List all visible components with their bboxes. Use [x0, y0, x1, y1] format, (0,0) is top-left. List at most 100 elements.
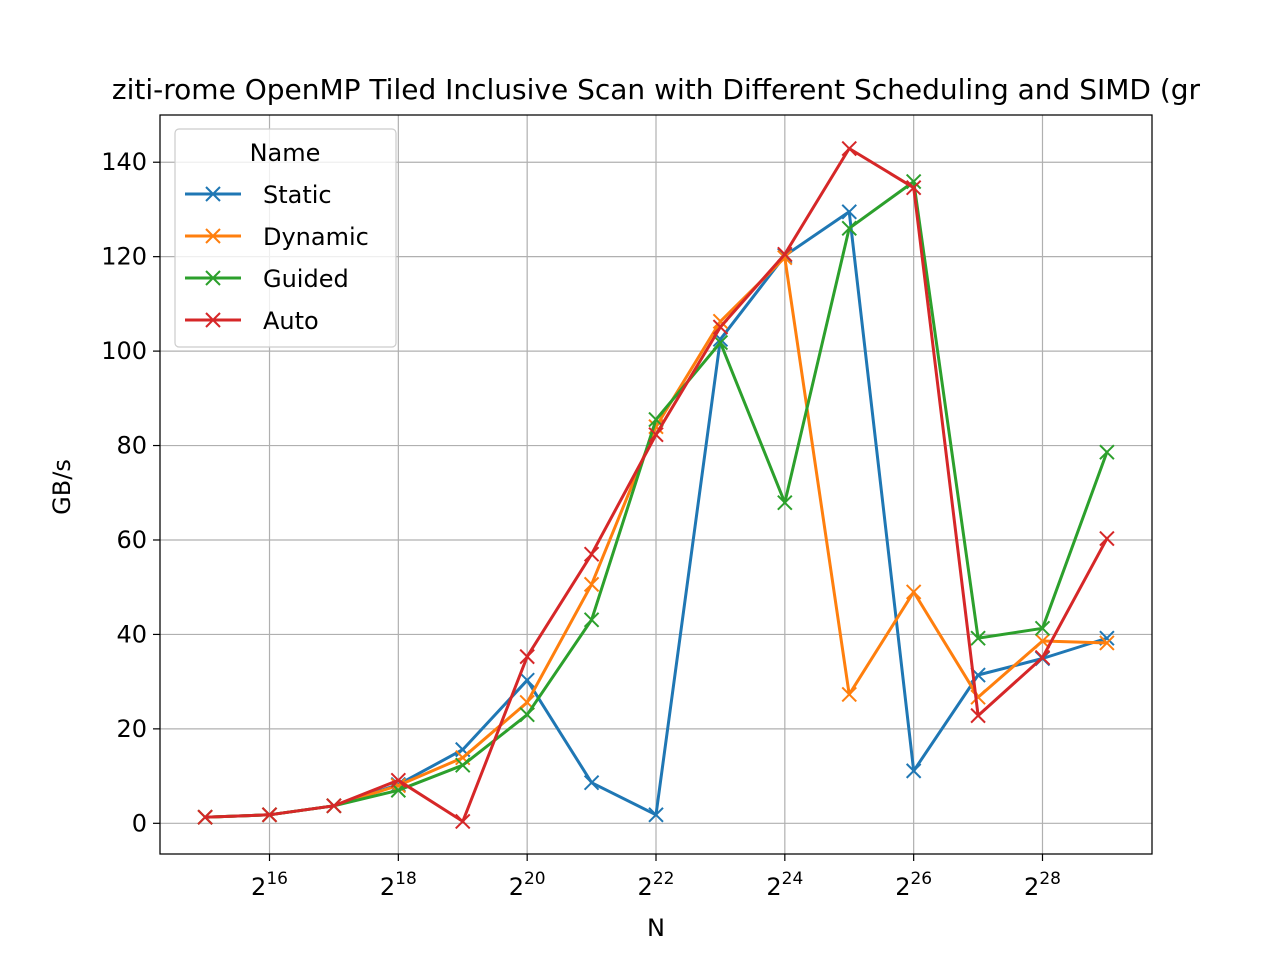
marker-stroke — [970, 630, 986, 646]
data-point-guided — [1034, 620, 1051, 636]
marker-stroke — [1034, 649, 1051, 666]
marker-stroke — [1099, 530, 1115, 547]
data-point-dynamic — [841, 686, 857, 703]
marker-stroke — [519, 672, 535, 688]
data-point-auto — [390, 772, 407, 789]
data-point-auto — [261, 807, 278, 823]
marker-stroke — [519, 648, 535, 665]
legend-title: Name — [250, 139, 321, 167]
x-tick-label: 216 — [251, 869, 288, 901]
data-point-auto — [777, 246, 793, 263]
marker-stroke — [390, 772, 407, 789]
legend-label: Guided — [263, 265, 349, 293]
marker-stroke — [712, 313, 729, 330]
marker-stroke — [583, 576, 600, 593]
x-axis-label: N — [647, 914, 665, 942]
legend-label: Dynamic — [263, 223, 369, 251]
x-tick-label: 218 — [380, 869, 417, 901]
marker-stroke — [326, 798, 342, 814]
legend-box — [174, 128, 397, 348]
marker-stroke — [841, 686, 857, 703]
data-point-guided — [777, 494, 793, 511]
data-point-auto — [197, 809, 213, 825]
data-point-auto — [905, 180, 922, 196]
data-point-auto — [970, 707, 986, 724]
y-tick-label: 140 — [101, 148, 147, 176]
data-point-dynamic — [1034, 633, 1051, 649]
marker-stroke — [712, 319, 729, 335]
y-tick-label: 60 — [116, 526, 147, 554]
marker-stroke — [970, 707, 986, 724]
data-point-dynamic — [712, 313, 729, 330]
marker-stroke — [712, 331, 729, 348]
data-point-guided — [1099, 444, 1115, 460]
data-point-dynamic — [777, 249, 793, 266]
data-point-guided — [970, 630, 986, 646]
marker-stroke — [583, 546, 600, 562]
marker-stroke — [648, 411, 664, 428]
marker-stroke — [905, 180, 922, 196]
marker-stroke — [777, 246, 793, 263]
y-tick-label: 100 — [101, 337, 147, 365]
marker-stroke — [519, 706, 535, 723]
data-point-dynamic — [1099, 635, 1115, 651]
data-point-guided — [455, 757, 471, 773]
marker-stroke — [1034, 633, 1051, 649]
marker-stroke — [1099, 635, 1115, 651]
legend-swatch-marker — [205, 312, 221, 328]
marker-stroke — [261, 807, 278, 823]
marker-stroke — [583, 612, 600, 628]
legend-label: Static — [263, 181, 332, 209]
data-point-guided — [519, 706, 535, 723]
y-axis: 0 20 40 60 80 100 120 140 — [101, 148, 160, 837]
marker-stroke — [455, 813, 471, 830]
y-axis-label: GB/s — [48, 459, 76, 515]
marker-stroke — [648, 426, 664, 443]
data-point-static — [648, 807, 664, 823]
x-tick-label: 220 — [509, 869, 546, 901]
data-point-dynamic — [583, 576, 600, 593]
legend-swatch-marker — [205, 186, 221, 202]
data-point-auto — [1034, 649, 1051, 666]
series-layer — [197, 140, 1115, 830]
x-tick-label: 222 — [638, 869, 675, 901]
marker-stroke — [841, 140, 857, 157]
data-point-static — [583, 774, 600, 791]
legend-swatch-marker — [205, 228, 221, 244]
x-tick-label: 228 — [1024, 869, 1061, 901]
marker-stroke — [519, 694, 535, 711]
y-tick-label: 0 — [132, 809, 147, 837]
legend-item-guided: Guided — [185, 265, 349, 293]
x-axis: 216 218 220 222 224 226 228 — [251, 854, 1061, 901]
marker-stroke — [1099, 444, 1115, 460]
marker-stroke — [1034, 620, 1051, 636]
marker-stroke — [970, 689, 986, 705]
data-point-auto — [583, 546, 600, 562]
data-point-static — [905, 763, 922, 779]
y-tick-label: 120 — [101, 243, 147, 271]
legend-label: Auto — [263, 307, 319, 335]
legend-item-dynamic: Dynamic — [185, 223, 369, 251]
y-tick-label: 80 — [116, 432, 147, 460]
legend-item-static: Static — [185, 181, 332, 209]
data-point-auto — [648, 426, 664, 443]
data-point-static — [519, 672, 535, 688]
data-point-dynamic — [970, 689, 986, 705]
data-point-auto — [712, 319, 729, 335]
marker-stroke — [712, 334, 729, 351]
data-point-guided — [841, 220, 857, 237]
marker-stroke — [455, 757, 471, 773]
marker-stroke — [905, 763, 922, 779]
marker-stroke — [583, 774, 600, 791]
data-point-dynamic — [905, 584, 922, 600]
data-point-auto — [455, 813, 471, 830]
legend-swatch-marker — [205, 270, 221, 286]
marker-stroke — [455, 749, 471, 766]
data-point-static — [841, 204, 857, 220]
data-point-guided — [712, 334, 729, 351]
y-tick-label: 20 — [116, 715, 147, 743]
marker-stroke — [841, 204, 857, 220]
y-tick-label: 40 — [116, 620, 147, 648]
marker-stroke — [841, 220, 857, 237]
